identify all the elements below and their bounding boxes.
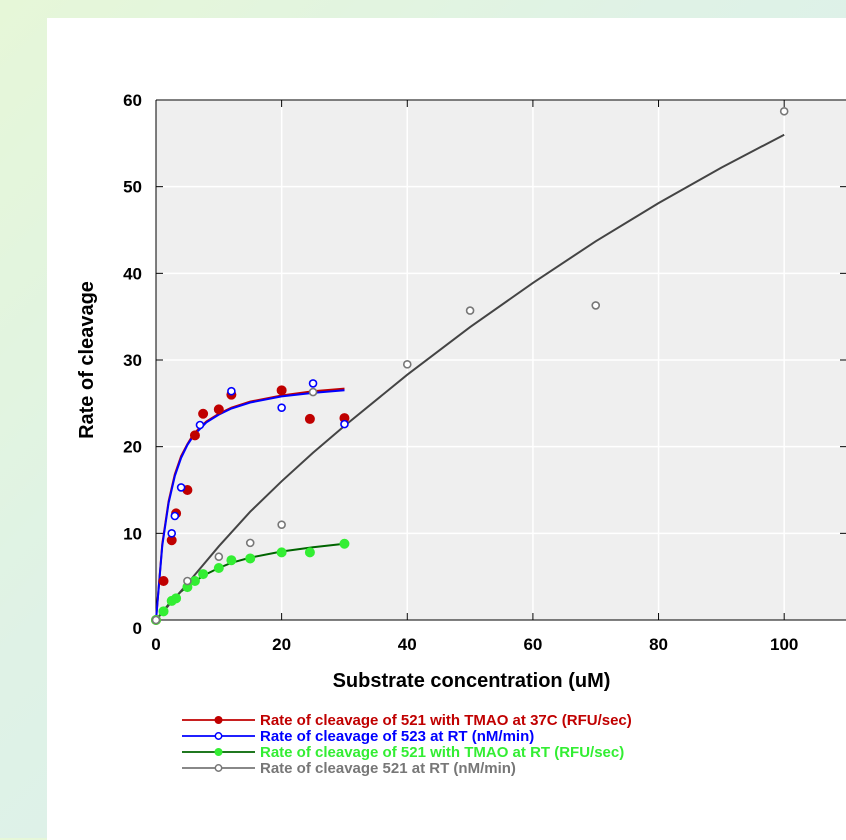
data-point-series-3 (213, 563, 224, 573)
data-point-series-1 (276, 385, 287, 396)
data-point-series-4 (245, 538, 255, 548)
x-tick-label: 60 (523, 635, 542, 654)
chart-panel: 0 20 40 60 80 100 0 10 20 30 40 50 60 Substrate conc… (47, 18, 846, 840)
data-point-series-2 (176, 483, 186, 492)
data-point-series-3 (158, 606, 169, 617)
data-point-series-3 (304, 547, 315, 558)
data-point-series-4 (465, 306, 475, 315)
data-point-series-2 (340, 419, 349, 429)
data-point-series-2 (170, 511, 180, 521)
data-point-series-3 (198, 569, 209, 580)
data-point-series-4 (151, 615, 161, 625)
data-point-series-3 (189, 576, 200, 586)
data-point-series-2 (227, 386, 236, 396)
legend-label-series-3: Rate of cleavage of 521 with TMAO at RT … (260, 744, 624, 761)
x-tick-label: 40 (398, 635, 417, 654)
legend-marker-series-1 (214, 716, 223, 724)
data-point-series-3 (171, 593, 182, 604)
y-tick-label: 50 (123, 178, 142, 197)
x-tick-label: 100 (770, 635, 798, 654)
legend-label-series-2: Rate of cleavage of 523 at RT (nM/min) (260, 728, 534, 745)
data-point-series-4 (214, 552, 224, 562)
y-tick-label: 60 (123, 91, 142, 110)
data-point-series-1 (304, 413, 315, 424)
data-point-series-3 (226, 555, 237, 566)
data-point-series-2 (167, 529, 177, 538)
x-tick-label: 80 (649, 635, 668, 654)
legend-label-series-1: Rate of cleavage of 521 with TMAO at 37C… (260, 712, 632, 729)
data-point-series-3 (245, 553, 256, 564)
y-tick-label: 0 (133, 619, 142, 638)
legend-marker-series-4 (214, 764, 223, 772)
data-point-series-4 (277, 520, 286, 529)
y-tick-label: 40 (123, 264, 142, 283)
data-point-series-1 (213, 404, 224, 415)
y-tick-label: 30 (123, 351, 142, 370)
legend-label-series-4: Rate of cleavage 521 at RT (nM/min) (260, 760, 516, 777)
legend-marker-series-2 (214, 732, 223, 740)
legend-marker-series-3 (214, 748, 223, 756)
fit-line-series-4 (155, 133, 785, 621)
data-point-series-2 (308, 379, 318, 388)
data-point-series-4 (402, 360, 412, 369)
legend: Rate of cleavage of 521 with TMAO at 37C… (182, 712, 632, 777)
data-point-series-1 (198, 408, 209, 419)
data-point-series-4 (779, 106, 789, 116)
x-axis-title: Substrate concentration (uM) (333, 670, 611, 692)
data-point-series-4 (183, 576, 192, 586)
x-tick-label: 20 (272, 635, 291, 654)
x-tick-label: 0 (151, 635, 160, 654)
chart-svg: 0 20 40 60 80 100 0 10 20 30 40 50 60 Substrate conc… (76, 91, 846, 777)
data-point-series-3 (339, 538, 350, 549)
y-tick-label: 20 (123, 438, 142, 457)
data-point-series-3 (276, 547, 287, 558)
data-point-series-2 (195, 420, 205, 430)
data-point-series-1 (189, 430, 200, 441)
data-point-series-4 (591, 301, 601, 310)
y-tick-label: 10 (123, 524, 142, 543)
y-axis-title: Rate of cleavage (76, 281, 98, 439)
data-point-series-1 (158, 576, 169, 586)
data-point-series-2 (277, 403, 286, 412)
data-point-series-4 (308, 387, 318, 397)
